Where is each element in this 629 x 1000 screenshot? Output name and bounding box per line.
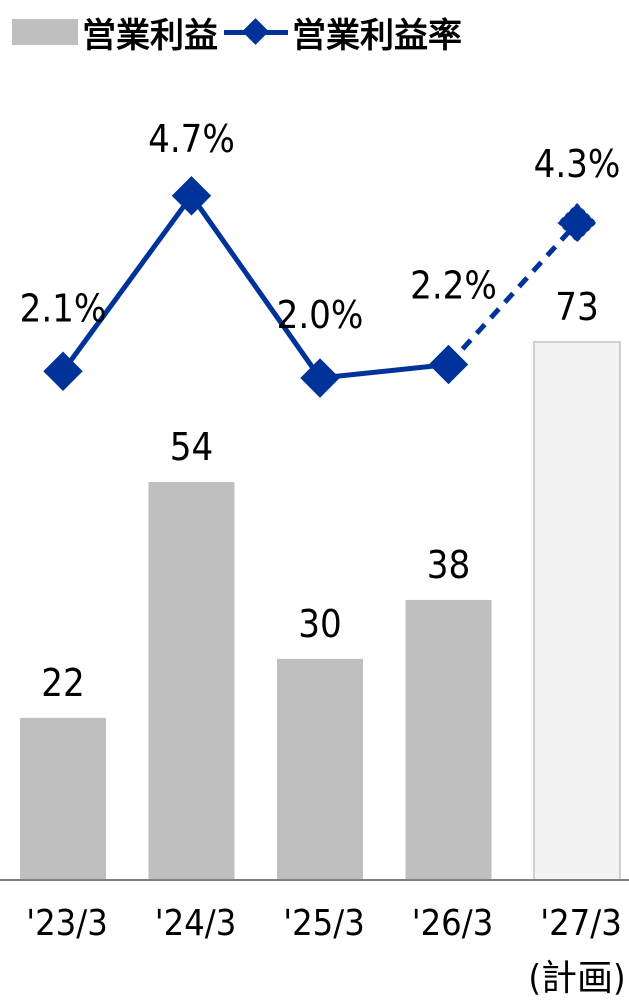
bar-2 bbox=[148, 482, 235, 880]
x-tick-label-2: '24/3 bbox=[155, 903, 237, 944]
bar-value-label-4: 38 bbox=[427, 543, 471, 587]
legend-item-operating-profit: 営業利益 bbox=[12, 8, 218, 57]
legend-bar-swatch bbox=[12, 19, 78, 45]
bar-value-label-3: 30 bbox=[298, 602, 342, 646]
chart-legend: 営業利益 営業利益率 bbox=[12, 6, 468, 58]
margin-value-label-4: 2.2% bbox=[410, 264, 497, 308]
bar-value-label-1: 22 bbox=[41, 661, 85, 705]
legend-line-swatch bbox=[224, 18, 288, 45]
bar-5 bbox=[533, 340, 621, 881]
x-tick-label-5: '27/3 bbox=[540, 903, 622, 944]
x-tick-label-4: '26/3 bbox=[412, 903, 494, 944]
margin-line-dashed bbox=[446, 221, 579, 367]
margin-marker-2 bbox=[171, 176, 212, 216]
x-tick-label-1: '23/3 bbox=[26, 903, 108, 944]
bar-1 bbox=[20, 717, 106, 880]
margin-marker-4 bbox=[428, 344, 469, 385]
margin-marker-5 bbox=[557, 203, 597, 243]
margin-value-label-3: 2.0% bbox=[277, 293, 364, 337]
legend-line-label: 営業利益率 bbox=[292, 15, 462, 56]
margin-marker-1 bbox=[43, 351, 83, 391]
bar-4 bbox=[405, 599, 492, 880]
margin-marker-3 bbox=[300, 358, 340, 398]
x-tick-sublabel-5: (計画) bbox=[528, 958, 625, 999]
margin-value-label-2: 4.7% bbox=[148, 117, 235, 161]
x-tick-label-3: '25/3 bbox=[283, 903, 365, 944]
margin-line-solid bbox=[60, 193, 449, 381]
bar-value-label-5: 73 bbox=[555, 285, 599, 329]
legend-item-operating-margin: 営業利益率 bbox=[224, 8, 462, 57]
bar-value-label-2: 54 bbox=[170, 425, 214, 469]
legend-bar-label: 営業利益 bbox=[82, 15, 218, 56]
margin-value-label-1: 2.1% bbox=[20, 286, 107, 330]
bar-3 bbox=[277, 658, 363, 880]
margin-value-label-5: 4.3% bbox=[534, 142, 621, 186]
